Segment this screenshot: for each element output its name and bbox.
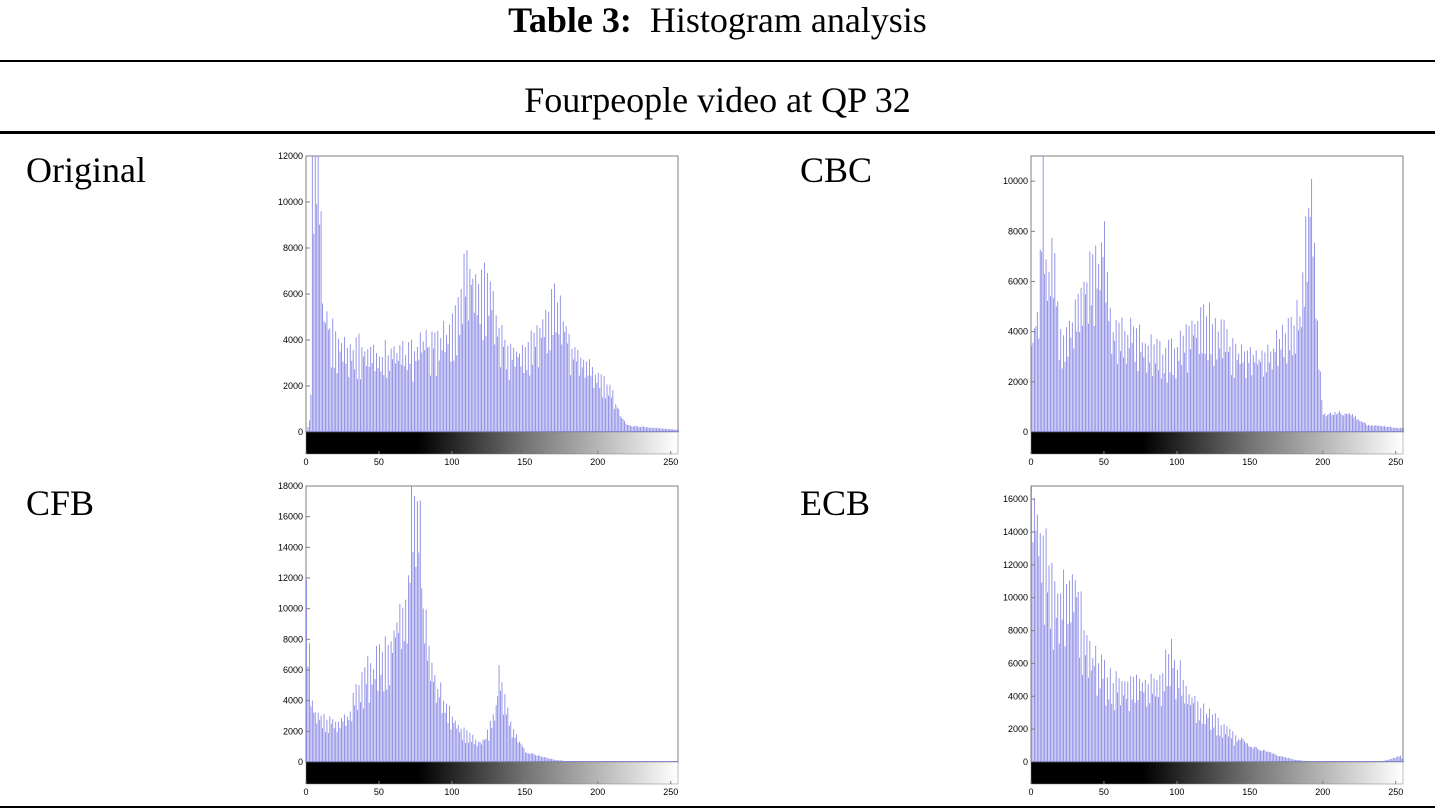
label-ecb: ECB: [800, 483, 871, 523]
bars: [307, 156, 679, 432]
bars: [1031, 486, 1404, 762]
x-tick-label: 100: [444, 457, 459, 467]
x-tick-label: 200: [1315, 457, 1330, 467]
x-tick-label: 50: [374, 457, 384, 467]
x-tick-label: 150: [1242, 787, 1257, 797]
x-tick-label: 150: [1242, 457, 1257, 467]
x-tick-label: 250: [663, 787, 678, 797]
histogram-cfb: 0 2000 4000 6000 8000 10000 12000 14000 16000 180…: [270, 480, 680, 802]
y-tick-label: 4000: [1008, 691, 1028, 701]
y-tick-label: 8000: [283, 243, 303, 253]
y-tick-label: 16000: [1003, 494, 1028, 504]
caption-text: Histogram analysis: [649, 0, 927, 40]
x-tick-label: 50: [1099, 787, 1109, 797]
histogram-svg: 0 2000 4000 6000 8000 10000 12000 14000 16000 0 50…: [1003, 485, 1404, 797]
x-tick-label: 100: [444, 787, 459, 797]
histogram-svg: 0 2000 4000 6000 8000 10000 0 50 100 150 200 250: [1003, 155, 1404, 467]
y-tick-label: 16000: [278, 512, 303, 522]
x-tick-label: 0: [1028, 787, 1033, 797]
grayscale-colorbar: [305, 761, 679, 785]
x-tick-label: 50: [374, 787, 384, 797]
x-tick-label: 100: [1169, 457, 1184, 467]
histogram-original: 0 2000 4000 6000 8000 10000 12000 0 50 100 150 200 2…: [270, 150, 680, 472]
histogram-cbc: 0 2000 4000 6000 8000 10000 0 50 100 150 200 250: [995, 150, 1405, 472]
x-tick-label: 0: [303, 787, 308, 797]
y-tick-label: 18000: [278, 481, 303, 491]
x-tick-label: 0: [303, 457, 308, 467]
y-tick-label: 0: [1023, 427, 1028, 437]
x-tick-label: 150: [517, 787, 532, 797]
header-rule: [0, 131, 1435, 134]
y-tick-label: 8000: [283, 634, 303, 644]
y-tick-label: 4000: [283, 696, 303, 706]
y-tick-label: 2000: [283, 726, 303, 736]
y-tick-label: 4000: [1008, 327, 1028, 337]
histogram-svg: 0200040006000800010000120001400016000180…: [278, 481, 679, 797]
y-tick-label: 6000: [1008, 658, 1028, 668]
bars: [306, 486, 612, 762]
histogram-svg: 0 2000 4000 6000 8000 10000 12000 0 50 100 150 200 2…: [278, 151, 679, 467]
y-tick-label: 10000: [278, 604, 303, 614]
histogram-ecb: 0 2000 4000 6000 8000 10000 12000 14000 16000 0 50…: [995, 480, 1405, 802]
grayscale-colorbar: [1030, 431, 1404, 455]
table-caption: Table 3: Histogram analysis: [0, 0, 1435, 40]
grayscale-colorbar: [305, 431, 679, 455]
y-tick-label: 10000: [1003, 176, 1028, 186]
x-tick-label: 250: [1388, 457, 1403, 467]
y-tick-label: 2000: [283, 381, 303, 391]
label-cbc: CBC: [800, 150, 873, 190]
y-tick-label: 8000: [1008, 626, 1028, 636]
y-tick-label: 10000: [1003, 593, 1028, 603]
y-tick-label: 2000: [1008, 724, 1028, 734]
y-tick-label: 6000: [283, 289, 303, 299]
y-tick-label: 0: [1023, 757, 1028, 767]
grayscale-colorbar: [1030, 761, 1404, 785]
x-tick-label: 0: [1028, 457, 1033, 467]
y-tick-label: 10000: [278, 197, 303, 207]
y-tick-label: 8000: [1008, 226, 1028, 236]
x-tick-label: 250: [1388, 787, 1403, 797]
bars: [1031, 156, 1404, 432]
y-tick-label: 6000: [1008, 276, 1028, 286]
y-tick-label: 12000: [278, 573, 303, 583]
y-tick-label: 14000: [278, 542, 303, 552]
y-tick-label: 4000: [283, 335, 303, 345]
x-tick-label: 150: [517, 457, 532, 467]
y-tick-label: 12000: [278, 151, 303, 161]
y-tick-label: 2000: [1008, 377, 1028, 387]
x-tick-label: 200: [590, 457, 605, 467]
table-subtitle: Fourpeople video at QP 32: [524, 80, 911, 120]
y-tick-label: 14000: [1003, 527, 1028, 537]
x-tick-label: 100: [1169, 787, 1184, 797]
top-rule: [0, 60, 1435, 62]
x-tick-label: 200: [590, 787, 605, 797]
bottom-rule: [0, 806, 1435, 808]
label-original: Original: [26, 150, 146, 190]
y-tick-label: 0: [298, 427, 303, 437]
caption-number: Table 3:: [508, 0, 632, 40]
x-tick-label: 200: [1315, 787, 1330, 797]
x-tick-label: 50: [1099, 457, 1109, 467]
y-tick-label: 12000: [1003, 560, 1028, 570]
y-tick-label: 0: [298, 757, 303, 767]
label-cfb: CFB: [26, 483, 95, 523]
x-tick-label: 250: [663, 457, 678, 467]
y-tick-label: 6000: [283, 665, 303, 675]
